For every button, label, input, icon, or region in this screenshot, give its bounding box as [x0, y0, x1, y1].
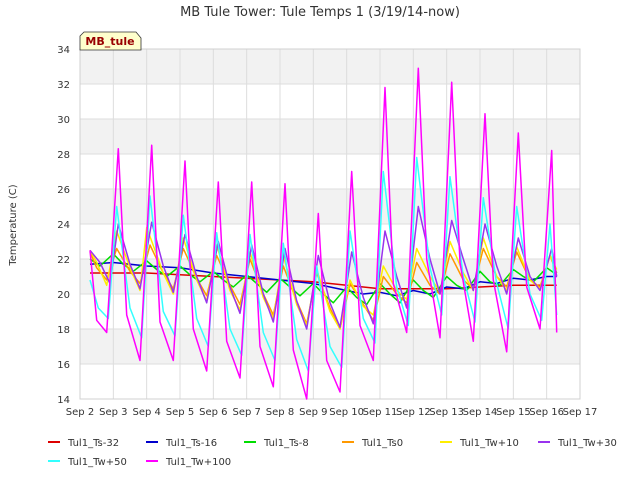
y-tick-label: 22	[57, 255, 70, 266]
plot-band	[80, 119, 580, 154]
legend-label: Tul1_Ts0	[361, 438, 403, 449]
series-layer	[89, 67, 558, 400]
x-tick-label: Sep 2	[66, 407, 94, 418]
x-tick-label: Sep 7	[232, 407, 260, 418]
legend-label: Tul1_Ts-16	[165, 438, 217, 449]
x-tick-label: Sep 4	[132, 407, 160, 418]
legend-item: Tul1_Ts-16	[146, 438, 217, 449]
station-badge-label: MB_tule	[85, 35, 134, 48]
x-tick-label: Sep 15	[496, 407, 531, 418]
station-badge-shape	[79, 31, 142, 51]
x-tick-labels: Sep 2 Sep 3 Sep 4 Sep 5 Sep 6 Sep 7 Sep 8 Sep 9…	[66, 407, 598, 418]
y-tick-label: 24	[57, 220, 70, 231]
x-tick-label: Sep 13	[429, 407, 464, 418]
legend-label: Tul1_Tw+30	[557, 438, 617, 449]
x-tick-label: Sep 5	[166, 407, 194, 418]
series-line	[89, 261, 557, 297]
legend-item: Tul1_Ts-32	[48, 438, 119, 449]
y-axis-label: Temperature (C)	[8, 184, 19, 266]
legend-item: Tul1_Tw+100	[146, 457, 231, 468]
legend-item: Tul1_Ts0	[342, 438, 403, 449]
x-tick-label: Sep 14	[463, 407, 498, 418]
legend-label: Tul1_Ts-32	[67, 438, 119, 449]
y-tick-label: 26	[57, 185, 70, 196]
x-tick-label: Sep 3	[99, 407, 127, 418]
x-tick-label: Sep 6	[199, 407, 227, 418]
station-badge: MB_tule	[79, 31, 142, 51]
plot-frame	[79, 48, 581, 400]
legend-label: Tul1_Tw+100	[165, 457, 231, 468]
y-tick-labels: 14 16 18 20 22 24 26 28 30 32 34	[57, 45, 70, 406]
chart-title: MB Tule Tower: Tule Temps 1 (3/19/14-now…	[180, 5, 460, 20]
x-tick-label: Sep 17	[563, 407, 598, 418]
x-tick-label: Sep 9	[299, 407, 327, 418]
plot-band	[80, 189, 580, 224]
y-tick-label: 32	[57, 80, 70, 91]
y-tick-label: 18	[57, 325, 70, 336]
legend-item: Tul1_Tw+50	[48, 457, 127, 468]
y-tick-label: 30	[57, 115, 70, 126]
legend-label: Tul1_Tw+10	[459, 438, 519, 449]
x-tick-label: Sep 10	[329, 407, 364, 418]
x-tick-label: Sep 11	[363, 407, 398, 418]
legend-item: Tul1_Tw+30	[538, 438, 617, 449]
plot-bands	[80, 49, 580, 364]
x-tick-label: Sep 16	[529, 407, 564, 418]
x-tick-label: Sep 8	[266, 407, 294, 418]
y-tick-label: 34	[57, 45, 70, 56]
legend-item: Tul1_Ts-8	[244, 438, 309, 449]
series-line	[89, 67, 558, 400]
legend-label: Tul1_Ts-8	[263, 438, 309, 449]
y-tick-label: 28	[57, 150, 70, 161]
x-tick-label: Sep 12	[396, 407, 431, 418]
y-tick-label: 14	[57, 395, 70, 406]
legend-item: Tul1_Tw+10	[440, 438, 519, 449]
legend-label: Tul1_Tw+50	[67, 457, 127, 468]
y-tick-label: 16	[57, 360, 70, 371]
plot-band	[80, 49, 580, 84]
series-line	[89, 205, 558, 330]
legend: Tul1_Ts-32 Tul1_Ts-16 Tul1_Ts-8 Tul1_Ts0 Tul…	[48, 438, 617, 468]
y-tick-label: 20	[57, 290, 70, 301]
